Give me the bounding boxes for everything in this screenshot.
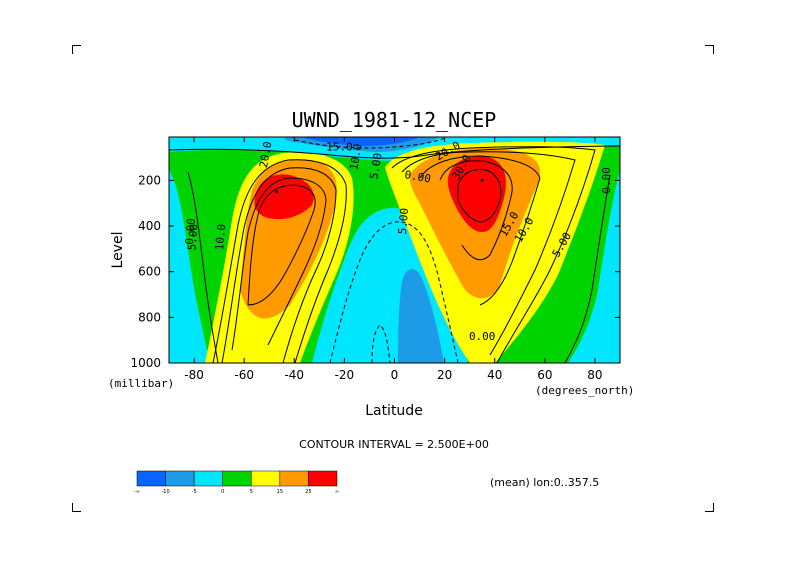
contour-lines <box>169 145 620 363</box>
contour-line-nj-1 <box>391 146 596 363</box>
x-tick-label: 80 <box>587 368 602 382</box>
colorbar-label: 15 <box>277 489 283 495</box>
x-axis-label: Latitude <box>365 403 423 419</box>
colorbar-label: 25 <box>305 489 311 495</box>
contour-line-neg-3 <box>294 137 446 149</box>
crop-mark-bottom-right <box>705 503 714 512</box>
contour-label: 5.00 <box>185 223 200 251</box>
colorbar-swatch <box>279 470 309 487</box>
fill-equatorial-core <box>398 269 444 363</box>
contour-label: 5.00 <box>276 127 303 140</box>
colorbar-label: -5 <box>192 489 197 495</box>
colorbar-label: 5 <box>250 489 253 495</box>
contour-line-zero-north <box>564 174 611 363</box>
x-tick-label: -80 <box>184 368 204 382</box>
contour-label: 10.0 <box>213 223 228 251</box>
colorbar-label: 0 <box>221 489 224 495</box>
y-tick-label: 1000 <box>130 356 161 370</box>
contour-line-sj-3 <box>231 177 327 351</box>
jet-max-point-northern <box>480 178 484 182</box>
contour-line-nj-4 <box>439 160 513 261</box>
contour-label: 0.00 <box>183 218 198 246</box>
fill-north-jet-25 <box>447 156 506 232</box>
fill-south-polar <box>169 170 210 363</box>
y-axis-label: Level <box>110 232 126 269</box>
contour-line-sj-1 <box>212 159 347 363</box>
x-tick-label: 40 <box>487 368 502 382</box>
y-axis: 200 400 600 800 1000 <box>130 173 620 370</box>
x-tick-label: 20 <box>437 368 452 382</box>
contour-line-sj-2 <box>221 167 337 363</box>
contour-line-neg-2 <box>371 324 391 363</box>
colorbar-swatch <box>193 470 223 487</box>
jet-max-point-southern <box>275 190 279 194</box>
crop-mark-bottom-left <box>72 503 81 512</box>
negative-contours <box>294 137 459 363</box>
colorbar-swatch <box>222 470 252 487</box>
contour-interval-text: CONTOUR INTERVAL = 2.500E+00 <box>299 438 489 451</box>
colorbar-label: -∞ <box>134 489 140 495</box>
x-tick-label: -60 <box>234 368 254 382</box>
colorbar-swatch <box>165 470 195 487</box>
chart-title: UWND_1981-12_NCEP <box>292 108 497 132</box>
x-tick-label: -40 <box>284 368 304 382</box>
contour-line-zero-south <box>187 171 219 363</box>
x-tick-label: 0 <box>391 368 399 382</box>
y-axis-units: (millibar) <box>108 377 174 390</box>
y-tick-label: 800 <box>138 310 161 324</box>
contour-line-nj-5 <box>457 169 502 223</box>
fill-north-polar <box>568 170 620 363</box>
x-axis: -80 -60 -40 -20 0 20 40 60 80 <box>184 137 603 382</box>
colorbar: -∞ -10 -5 0 5 15 25 ∞ <box>134 470 339 495</box>
contour-label: 5.00 <box>367 152 384 180</box>
y-tick-label: 600 <box>138 265 161 279</box>
contour-line-strato <box>169 145 620 159</box>
contour-label: 15.0 <box>326 141 353 154</box>
colorbar-swatch <box>136 470 166 487</box>
contour-label: 10.0 <box>347 143 364 171</box>
fill-strato-max <box>305 137 420 146</box>
contour-line-sj-4 <box>247 184 316 306</box>
contour-label: 0.00 <box>469 330 496 343</box>
y-tick-label: 400 <box>138 219 161 233</box>
contour-line-nj-3 <box>419 155 541 306</box>
mean-text: (mean) lon:0..357.5 <box>490 476 599 489</box>
x-tick-label: 60 <box>537 368 552 382</box>
contour-label: 0.00 <box>600 167 613 194</box>
y-tick-label: 200 <box>138 173 161 187</box>
contour-label: 5.00 <box>396 207 411 235</box>
contour-line-neg-1 <box>329 221 459 363</box>
colorbar-label: -10 <box>161 489 169 495</box>
contour-label: 20.0 <box>257 140 274 168</box>
colorbar-label: ∞ <box>335 489 339 495</box>
colorbar-swatch <box>251 470 281 487</box>
colorbar-swatch <box>308 470 338 487</box>
x-axis-units: (degrees_north) <box>535 384 634 397</box>
contour-label: 0.00 <box>403 168 431 185</box>
crop-mark-top-right <box>705 45 714 54</box>
crop-mark-top-left <box>72 45 81 54</box>
x-tick-label: -20 <box>335 368 355 382</box>
